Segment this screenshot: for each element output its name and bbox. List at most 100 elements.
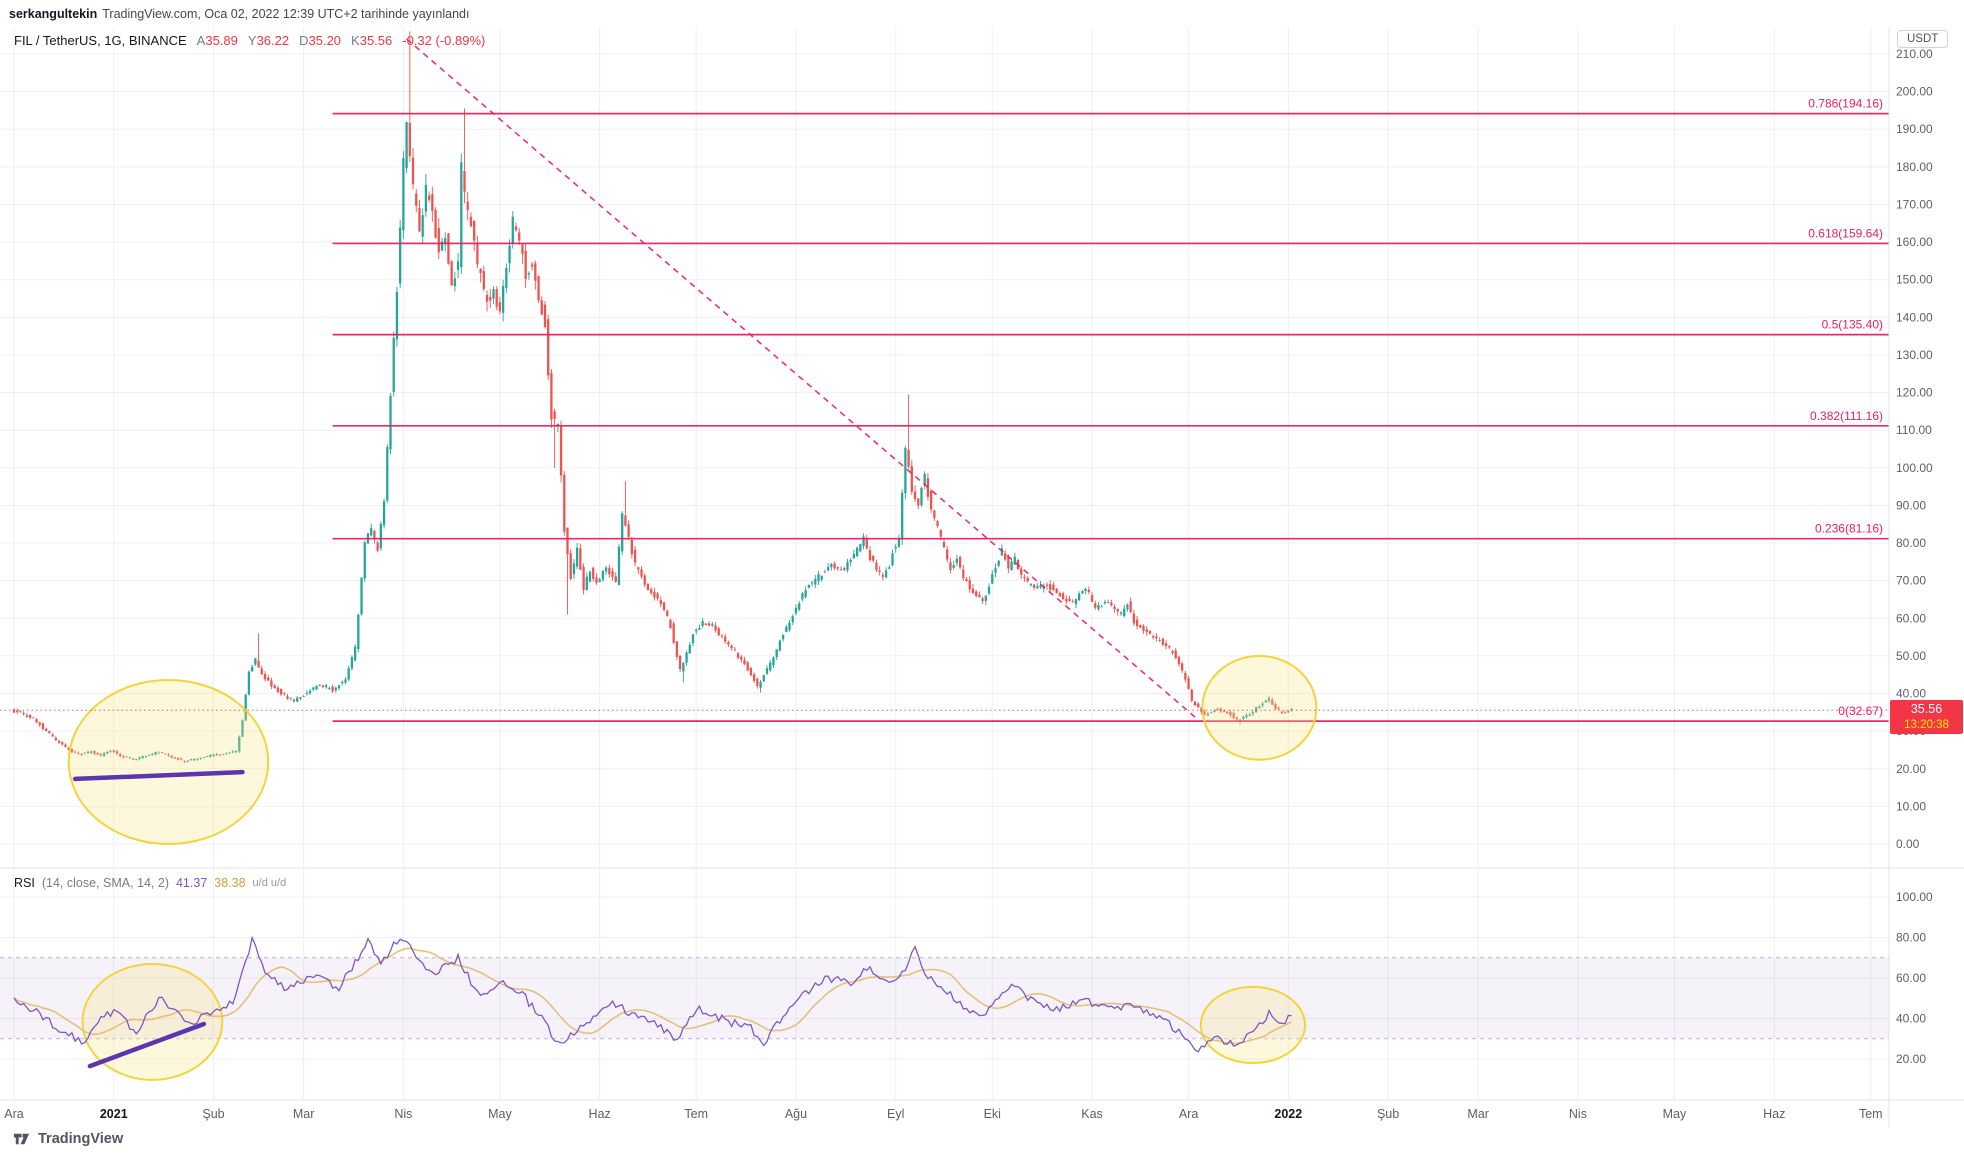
candle-body	[347, 668, 350, 680]
change-value: -0.32 (-0.89%)	[402, 33, 486, 48]
candle-body	[740, 656, 743, 660]
candle-body	[1280, 711, 1284, 714]
dashed-trendline[interactable]	[406, 38, 1199, 721]
close-value: 35.56	[359, 33, 393, 48]
highlight-ellipse[interactable]	[81, 963, 224, 1081]
candle-body	[566, 527, 569, 555]
candle-body	[1065, 598, 1068, 602]
open-value: 35.89	[205, 33, 238, 48]
highlight-ellipse[interactable]	[67, 678, 270, 846]
candle-body	[749, 667, 753, 676]
currency-badge[interactable]: USDT	[1897, 30, 1949, 48]
time-tick-month: Ağu	[785, 1107, 807, 1121]
close-label: K	[351, 33, 360, 48]
candle-body	[186, 760, 189, 762]
candle-body	[975, 591, 978, 596]
symbol-legend: FIL / TetherUS, 1G, BINANCE A35.89 Y36.2…	[14, 33, 485, 48]
price-axis-drag-area[interactable]	[1889, 27, 1964, 1100]
candle-body	[1119, 612, 1123, 614]
candle-body	[547, 319, 550, 376]
low-value: 35.20	[308, 33, 342, 48]
candle-body	[115, 751, 119, 754]
candle-body	[756, 678, 759, 686]
time-tick-year: 2021	[100, 1107, 128, 1121]
candle-body	[514, 226, 518, 231]
candle-body	[41, 723, 45, 730]
candle-body	[1068, 598, 1071, 602]
candle-body	[662, 602, 666, 611]
candle-body	[814, 578, 817, 585]
candle-body	[582, 566, 585, 591]
candle-body	[672, 623, 675, 643]
candle-body	[1238, 719, 1242, 721]
candle-body	[933, 510, 936, 518]
time-tick-month: Kas	[1081, 1107, 1103, 1121]
candle-body	[1010, 561, 1013, 571]
candle-body	[772, 657, 775, 665]
highlight-ellipses[interactable]	[67, 654, 1318, 1081]
candle-body	[534, 263, 537, 281]
candle-body	[244, 694, 247, 721]
candle-body	[949, 562, 952, 571]
axes-layer[interactable]: 0.0010.0020.0030.0040.0050.0060.0070.008…	[0, 27, 1964, 1128]
candles-layer[interactable]	[12, 31, 1293, 763]
candle-body	[527, 273, 531, 275]
candle-body	[1164, 643, 1168, 646]
candle-body	[939, 529, 942, 537]
candle-body	[511, 216, 514, 244]
candle-body	[1078, 593, 1081, 601]
candle-body	[424, 184, 428, 212]
fib-retracement[interactable]: 0.786(194.16) 0.618(159.64) 0.5(135.40) 0.3…	[332, 97, 1889, 722]
time-axis-drag-area[interactable]	[0, 1100, 1889, 1128]
candle-body	[399, 227, 402, 284]
purple-trendline[interactable]	[87, 1021, 207, 1069]
tradingview-footer[interactable]: TradingView	[12, 1129, 123, 1148]
rsi-params: (14, close, SMA, 14, 2)	[41, 876, 169, 890]
candle-body	[1003, 553, 1007, 560]
candle-body	[225, 752, 228, 754]
candle-body	[382, 501, 386, 526]
candle-body	[846, 562, 849, 571]
rsi-tick-label: 60.00	[1896, 971, 1926, 985]
price-tick-label: 70.00	[1896, 574, 1926, 588]
candle-body	[704, 623, 708, 626]
candle-body	[1171, 651, 1174, 653]
candle-body	[1193, 701, 1197, 706]
candle-body	[405, 122, 408, 169]
candle-body	[231, 751, 234, 753]
highlight-ellipse[interactable]	[1199, 985, 1307, 1065]
candle-body	[736, 653, 740, 658]
candle-body	[234, 750, 238, 753]
high-value: 36.22	[256, 33, 290, 48]
purple-trendline[interactable]	[72, 769, 245, 782]
rsi-tick-label: 20.00	[1896, 1052, 1926, 1066]
time-tick-month: May	[1663, 1107, 1687, 1121]
candle-body	[929, 490, 933, 510]
highlight-ellipse[interactable]	[1201, 654, 1318, 761]
descending-trendline-dashed[interactable]	[406, 38, 1199, 721]
candle-body	[444, 238, 447, 244]
candle-body	[144, 756, 148, 758]
rsi-title[interactable]: RSI	[14, 876, 35, 890]
candle-body	[524, 250, 527, 279]
candle-body	[489, 296, 492, 301]
candle-body	[48, 731, 51, 734]
candle-body	[1036, 586, 1039, 589]
candle-body	[540, 300, 543, 315]
candle-body	[746, 662, 749, 671]
candle-body	[598, 579, 601, 582]
candle-body	[1248, 714, 1251, 716]
candle-body	[717, 628, 720, 636]
candle-body	[798, 603, 801, 610]
candle-body	[962, 569, 965, 579]
candle-body	[176, 757, 180, 760]
candle-body	[1229, 711, 1232, 716]
candle-body	[862, 536, 865, 547]
symbol-title[interactable]: FIL / TetherUS, 1G, BINANCE	[14, 33, 187, 48]
candle-body	[215, 754, 218, 756]
ohlc-close: K35.56	[351, 33, 392, 48]
purple-trendlines[interactable]	[72, 769, 245, 1069]
publisher-username: serkangultekin	[9, 6, 98, 21]
price-tick-label: 180.00	[1896, 160, 1933, 174]
